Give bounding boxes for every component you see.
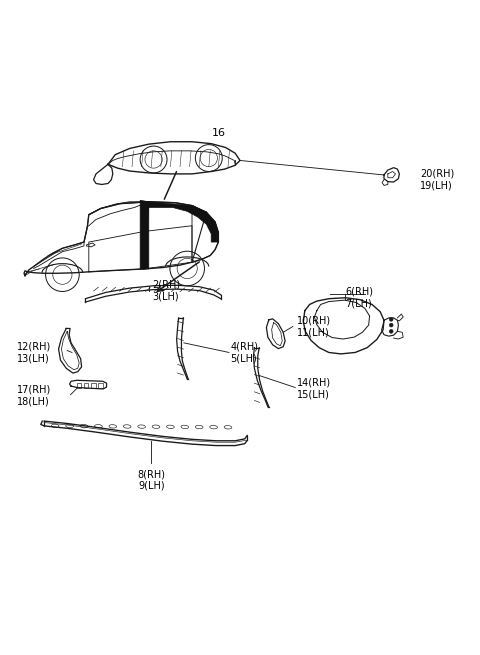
Text: 8(RH)
9(LH): 8(RH) 9(LH) [137, 469, 165, 491]
Circle shape [389, 318, 393, 321]
Text: 16: 16 [211, 128, 226, 138]
Polygon shape [149, 202, 218, 242]
Text: 4(RH)
5(LH): 4(RH) 5(LH) [230, 342, 258, 364]
Circle shape [389, 323, 393, 327]
Text: 12(RH)
13(LH): 12(RH) 13(LH) [17, 342, 51, 364]
Text: 2(RH)
3(LH): 2(RH) 3(LH) [153, 280, 181, 301]
Text: 17(RH)
18(LH): 17(RH) 18(LH) [17, 385, 51, 407]
Polygon shape [140, 200, 149, 269]
Bar [84, 383, 88, 388]
Text: 6(RH)
7(LH): 6(RH) 7(LH) [346, 286, 373, 308]
Bar [98, 383, 103, 388]
Bar [91, 383, 96, 388]
Text: 10(RH)
11(LH): 10(RH) 11(LH) [297, 316, 331, 337]
Text: 14(RH)
15(LH): 14(RH) 15(LH) [297, 378, 331, 400]
Text: 20(RH)
19(LH): 20(RH) 19(LH) [420, 169, 454, 191]
Circle shape [389, 329, 393, 333]
Bar [77, 383, 81, 388]
